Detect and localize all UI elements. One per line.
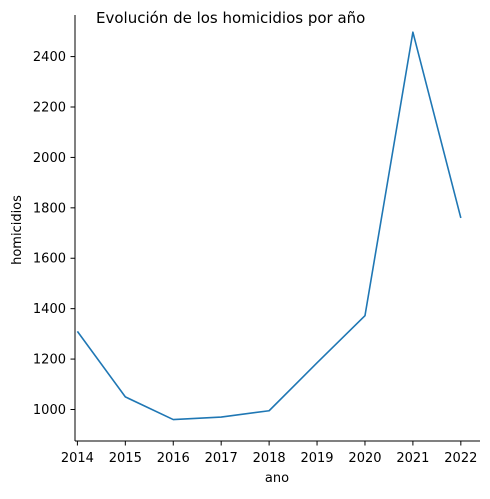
y-axis-label: homicidios <box>10 195 25 265</box>
x-tick-label: 2022 <box>444 451 477 466</box>
x-tick-label: 2017 <box>205 451 238 466</box>
x-tick-label: 2018 <box>253 451 286 466</box>
chart-title: Evolución de los homicidios por año <box>96 9 365 27</box>
x-axis-label: ano <box>265 471 289 486</box>
x-tick-label: 2016 <box>157 451 190 466</box>
x-tick-label: 2020 <box>348 451 381 466</box>
ticks-layer: 2014 2015 2016 2017 2018 2019 2020 2021 2022 1000… <box>33 50 477 466</box>
y-tick-label: 2200 <box>33 101 66 116</box>
x-tick-label: 2021 <box>396 451 429 466</box>
y-tick-label: 1400 <box>33 302 66 317</box>
x-tick-label: 2014 <box>61 451 94 466</box>
x-tick-label: 2019 <box>300 451 333 466</box>
y-tick-label: 1800 <box>33 201 66 216</box>
series-line <box>77 32 460 419</box>
y-tick-label: 2400 <box>33 50 66 65</box>
axes-layer <box>75 15 480 441</box>
y-tick-label: 1600 <box>33 252 66 267</box>
series-layer <box>77 32 460 419</box>
y-tick-label: 1200 <box>33 353 66 368</box>
x-tick-label: 2015 <box>109 451 142 466</box>
y-tick-label: 1000 <box>33 403 66 418</box>
y-tick-label: 2000 <box>33 151 66 166</box>
